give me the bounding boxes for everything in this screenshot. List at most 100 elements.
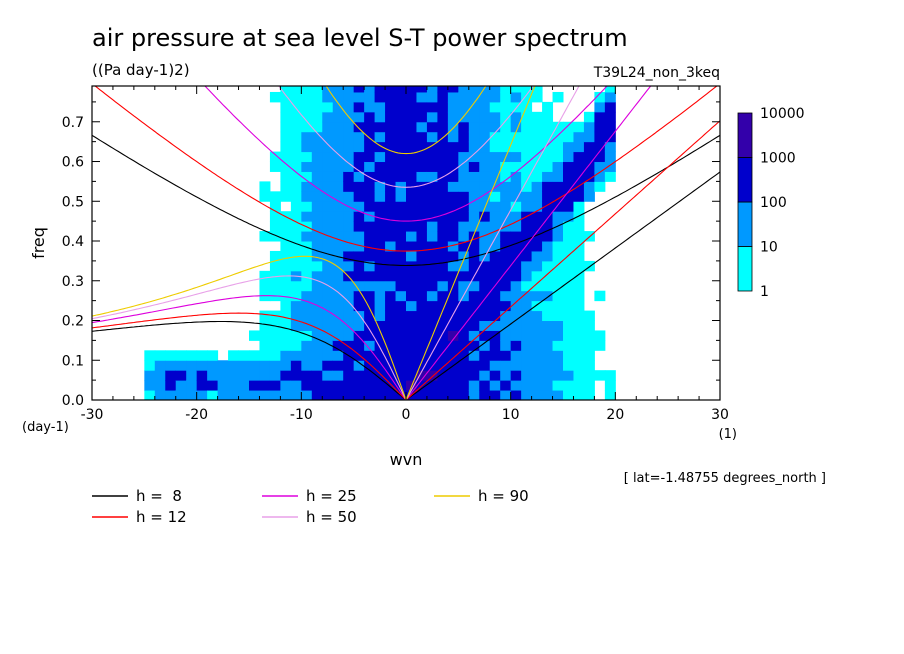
- spectrum-cell: [447, 221, 459, 232]
- dispersion-curve-rossby: [92, 255, 407, 400]
- spectrum-cell: [322, 350, 334, 361]
- spectrum-cell: [311, 131, 323, 143]
- spectrum-cell: [416, 290, 428, 302]
- x-tick-label: 20: [606, 407, 624, 423]
- spectrum-cell: [468, 390, 480, 400]
- spectrum-cell: [395, 300, 407, 312]
- spectrum-cell: [552, 201, 564, 212]
- spectrum-cell: [479, 330, 491, 341]
- spectrum-cell: [311, 320, 323, 331]
- spectrum-cell: [426, 131, 438, 143]
- spectrum-cell: [552, 390, 564, 400]
- colorbar-label: 10000: [760, 106, 805, 122]
- spectrum-cell: [426, 310, 438, 322]
- spectrum-cell: [447, 86, 459, 93]
- spectrum-cell: [437, 86, 449, 93]
- spectrum-cell: [604, 86, 616, 93]
- spectrum-cell: [458, 211, 470, 222]
- spectrum-cell: [521, 111, 533, 123]
- spectrum-cell: [447, 340, 459, 351]
- dispersion-curve-inertia-gravity: [325, 86, 487, 155]
- spectrum-cell: [531, 380, 543, 391]
- spectrum-cell: [280, 380, 292, 391]
- spectrum-cell: [343, 241, 355, 252]
- spectrum-cell: [322, 320, 334, 331]
- colorbar-swatch: [737, 201, 753, 247]
- spectrum-cell: [364, 181, 376, 192]
- spectrum-cell: [479, 111, 491, 123]
- spectrum-cell: [259, 320, 271, 331]
- spectrum-cell: [510, 270, 522, 282]
- spectrum-cell: [186, 370, 198, 381]
- spectrum-cell: [468, 201, 480, 212]
- spectrum-cell: [311, 161, 323, 172]
- spectrum-cell: [343, 310, 355, 322]
- spectrum-cell: [573, 231, 585, 242]
- legend: h = 8 h = 12 h = 25 h = 50 h = 90: [92, 487, 529, 526]
- spectrum-cell: [468, 121, 480, 133]
- spectrum-cell: [406, 330, 417, 341]
- spectrum-cell: [521, 250, 533, 262]
- spectrum-cell: [531, 191, 543, 202]
- spectrum-cell: [604, 141, 616, 153]
- spectrum-cell: [489, 320, 501, 331]
- spectrum-cell: [573, 260, 585, 272]
- spectrum-cell: [563, 191, 574, 202]
- spectrum-cell: [290, 141, 302, 153]
- spectrum-cell: [458, 131, 470, 143]
- spectrum-cell: [301, 171, 313, 182]
- spectrum-cell: [447, 111, 459, 123]
- spectrum-cell: [468, 111, 480, 123]
- spectrum-cell: [249, 390, 260, 400]
- spectrum-cell: [228, 350, 240, 361]
- dispersion-curve-inertia-gravity: [204, 86, 608, 222]
- spectrum-cell: [416, 250, 428, 262]
- spectrum-cell: [332, 151, 344, 163]
- spectrum-cell: [594, 370, 606, 381]
- spectrum-cell: [301, 350, 313, 361]
- spectrum-cell: [353, 161, 365, 172]
- spectrum-cell: [531, 111, 543, 123]
- spectrum-cell: [416, 350, 428, 361]
- spectrum-cell: [332, 370, 344, 381]
- spectrum-cell: [322, 191, 334, 202]
- spectrum-cell: [269, 280, 281, 292]
- spectrum-cell: [175, 350, 187, 361]
- spectrum-cell: [259, 310, 271, 322]
- spectrum-cell: [489, 221, 501, 232]
- spectrum-cell: [290, 191, 302, 202]
- spectrum-cell: [353, 330, 365, 341]
- spectrum-cell: [374, 171, 386, 182]
- spectrum-cell: [406, 191, 417, 202]
- spectrum-cell: [426, 380, 438, 391]
- spectrum-cell: [144, 350, 156, 361]
- spectrum-cell: [322, 260, 334, 272]
- spectrum-cell: [604, 151, 616, 163]
- spectrum-cell: [500, 260, 512, 272]
- spectrum-cell: [500, 91, 512, 103]
- spectrum-cell: [531, 131, 543, 143]
- spectrum-cell: [406, 171, 417, 182]
- spectrum-cell: [500, 390, 512, 400]
- spectrum-cell: [416, 171, 428, 182]
- spectrum-cell: [542, 121, 554, 133]
- spectrum-cell: [322, 131, 334, 143]
- spectrum-cell: [353, 310, 365, 322]
- spectrum-cell: [531, 141, 543, 153]
- spectrum-cell: [311, 151, 323, 163]
- colorbar-swatch: [737, 112, 753, 158]
- spectrum-cell: [353, 231, 365, 242]
- spectrum-cell: [280, 320, 292, 331]
- spectrum-cell: [343, 211, 355, 222]
- spectrum-cell: [416, 370, 428, 381]
- spectrum-cell: [269, 340, 281, 351]
- spectrum-cell: [552, 360, 564, 371]
- spectrum-cell: [458, 191, 470, 202]
- spectrum-cell: [406, 161, 417, 172]
- spectrum-cell: [374, 270, 386, 282]
- spectrum-cell: [332, 141, 344, 153]
- spectrum-cell: [301, 91, 313, 103]
- spectrum-cell: [521, 270, 533, 282]
- spectrum-cell: [437, 141, 449, 153]
